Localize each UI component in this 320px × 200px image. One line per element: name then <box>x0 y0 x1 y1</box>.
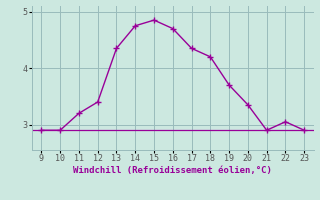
X-axis label: Windchill (Refroidissement éolien,°C): Windchill (Refroidissement éolien,°C) <box>73 166 272 175</box>
